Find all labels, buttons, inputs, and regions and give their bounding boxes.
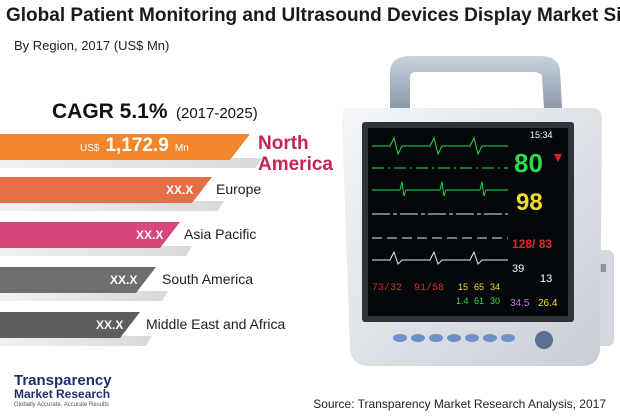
- chart-subtitle: By Region, 2017 (US$ Mn): [14, 38, 170, 53]
- region-label-north-america: North America: [258, 133, 333, 175]
- monitor-num-1: 15: [458, 282, 468, 292]
- bar-value-middle-east-africa: XX.X: [96, 318, 124, 332]
- monitor-hr: 80: [514, 148, 543, 178]
- monitor-temp1: 34.5: [510, 298, 530, 309]
- bar-north-america: [0, 134, 250, 160]
- region-label-europe: Europe: [216, 181, 262, 197]
- region-label-middle-east-africa: Middle East and Africa: [146, 316, 286, 332]
- north-america-value: 1,172.9: [105, 135, 169, 156]
- monitor-param-mid: 91/58: [414, 282, 444, 294]
- bar-shadow-europe: [0, 201, 224, 211]
- bar-asia-pacific: [0, 222, 180, 248]
- patient-monitor-illustration: 15:34 80 98 128/ 83 39 13 73/32 91/58 15…: [330, 50, 615, 370]
- monitor-resp2: 13: [540, 273, 552, 285]
- bar-value-europe: XX.X: [166, 183, 194, 197]
- chart-title: Global Patient Monitoring and Ultrasound…: [6, 5, 620, 26]
- monitor-num-6: 30: [490, 296, 500, 306]
- monitor-nibp: 128/ 83: [512, 237, 552, 251]
- monitor-num-4: 1.4: [456, 296, 469, 306]
- monitor-spo2: 98: [516, 189, 543, 216]
- source-note: Source: Transparency Market Research Ana…: [313, 397, 606, 411]
- region-label-north-line2: America: [258, 154, 333, 175]
- region-label-north-line1: North: [258, 133, 309, 154]
- cagr-period: (2017-2025): [175, 105, 258, 122]
- region-label-south-america: South America: [162, 271, 254, 287]
- company-logo: Transparency Market Research Globally Ac…: [14, 372, 112, 408]
- monitor-num-2: 65: [474, 282, 484, 292]
- bar-value-south-america: XX.X: [110, 273, 138, 287]
- monitor-temp2: 26.4: [538, 298, 558, 309]
- monitor-num-3: 34: [490, 282, 500, 292]
- region-label-asia-pacific: Asia Pacific: [184, 226, 257, 242]
- bar-shadow-mea: [0, 336, 152, 346]
- bar-south-america: [0, 267, 156, 293]
- monitor-knob: [535, 331, 553, 349]
- monitor-num-5: 61: [474, 296, 484, 306]
- monitor-time: 15:34: [530, 130, 553, 140]
- logo-line1: Transparency: [14, 372, 112, 389]
- unit-label: Mn: [174, 143, 189, 154]
- bar-shadow-north-america: [0, 158, 262, 168]
- currency-label: US$: [80, 143, 100, 154]
- bar-shadow-asia-pacific: [0, 246, 192, 256]
- logo-line2: Market Research: [14, 387, 111, 401]
- bar-middle-east-africa: [0, 312, 140, 338]
- alarm-icon: [554, 154, 562, 162]
- patient-monitor-icon: 15:34 80 98 128/ 83 39 13 73/32 91/58 15…: [342, 56, 614, 366]
- logo-tagline: Globally Accurate, Accurate Results: [14, 402, 110, 408]
- bar-europe: [0, 177, 212, 203]
- bar-value-asia-pacific: XX.X: [136, 228, 164, 242]
- bar-value-north-america: US$ 1,172.9 Mn: [80, 135, 189, 157]
- cagr-callout: CAGR 5.1% (2017-2025): [52, 100, 258, 124]
- monitor-resp1: 39: [512, 263, 524, 275]
- cagr-value: CAGR 5.1%: [52, 100, 168, 123]
- bar-shadow-south-america: [0, 291, 168, 301]
- monitor-param-left: 73/32: [372, 282, 402, 294]
